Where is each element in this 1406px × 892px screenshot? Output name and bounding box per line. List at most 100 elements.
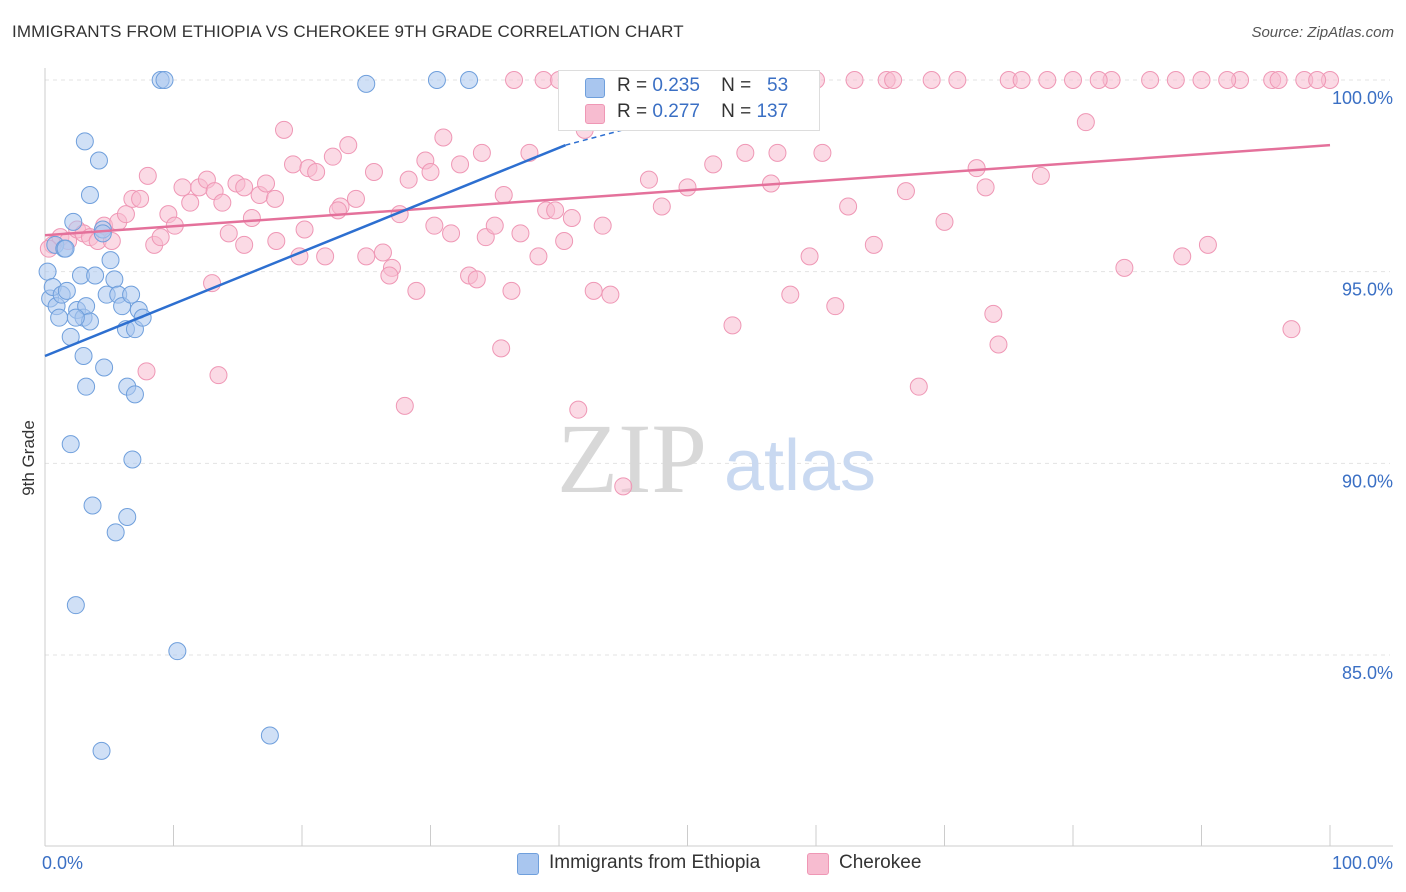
ethiopia-point bbox=[50, 308, 69, 327]
x-tick-label-min: 0.0% bbox=[42, 853, 83, 873]
cherokee-legend-icon bbox=[807, 853, 829, 875]
ethiopia-point bbox=[123, 450, 142, 469]
cherokee-point bbox=[502, 281, 521, 300]
chart-title: IMMIGRANTS FROM ETHIOPIA VS CHEROKEE 9TH… bbox=[12, 22, 684, 41]
cherokee-point bbox=[976, 178, 995, 197]
cherokee-point bbox=[967, 159, 986, 178]
cherokee-point bbox=[845, 71, 864, 89]
cherokee-point bbox=[768, 143, 787, 162]
cherokee-point bbox=[425, 216, 444, 235]
cherokee-point bbox=[399, 170, 418, 189]
trend-lines bbox=[44, 129, 1331, 358]
cherokee-point bbox=[373, 243, 392, 262]
cherokee-point bbox=[1012, 71, 1031, 89]
cherokee-point bbox=[562, 209, 581, 227]
cherokee-point bbox=[357, 247, 376, 266]
cherokee-point bbox=[116, 205, 135, 224]
cherokee-point bbox=[1076, 113, 1095, 132]
cherokee-point bbox=[505, 71, 524, 89]
ethiopia-point bbox=[56, 239, 75, 258]
cherokee-point bbox=[1166, 71, 1185, 89]
cherokee-point bbox=[1198, 235, 1217, 254]
cherokee-point bbox=[151, 228, 170, 247]
cherokee-point bbox=[922, 71, 941, 89]
y-tick-label: 90.0% bbox=[1342, 471, 1393, 491]
cherokee-point bbox=[346, 189, 365, 208]
axes: 0.0% 100.0% bbox=[42, 68, 1393, 873]
ethiopia-point bbox=[92, 741, 111, 760]
cherokee-point bbox=[948, 71, 967, 89]
cherokee-point bbox=[935, 212, 954, 231]
r-label: R = bbox=[617, 101, 648, 122]
r-value: 0.235 bbox=[652, 75, 700, 96]
watermark-atlas: atlas bbox=[724, 426, 876, 506]
cherokee-point bbox=[1115, 258, 1134, 277]
cherokee-point bbox=[242, 209, 261, 227]
r-value: 0.277 bbox=[652, 101, 700, 122]
cherokee-point bbox=[839, 197, 858, 216]
cherokee-point bbox=[813, 143, 832, 162]
cherokee-point bbox=[569, 400, 588, 419]
cherokee-point bbox=[534, 71, 553, 89]
ethiopia-point bbox=[122, 285, 141, 304]
ethiopia-point bbox=[86, 266, 105, 285]
cherokee-point bbox=[678, 178, 697, 197]
cherokee-point bbox=[1269, 71, 1288, 89]
cherokee-point bbox=[546, 201, 565, 220]
ethiopia-point bbox=[57, 281, 76, 300]
ethiopia-point bbox=[95, 358, 114, 377]
ethiopia-legend-icon bbox=[517, 853, 539, 875]
ethiopia-point bbox=[105, 270, 124, 289]
ethiopia-point bbox=[118, 508, 137, 526]
r-label: R = bbox=[617, 75, 648, 96]
ethiopia-trend-line bbox=[44, 144, 566, 358]
cherokee-point bbox=[1141, 71, 1160, 89]
cherokee-point bbox=[316, 247, 335, 266]
cherokee-point bbox=[1282, 320, 1301, 339]
cherokee-point bbox=[442, 224, 461, 243]
y-axis-title: 9th Grade bbox=[19, 420, 38, 496]
y-tick-label: 95.0% bbox=[1342, 280, 1393, 300]
y-tick-label: 100.0% bbox=[1332, 88, 1393, 108]
cherokee-point bbox=[492, 339, 511, 358]
cherokee-point bbox=[989, 335, 1008, 354]
legend-cherokee-text: R = 0.277 N = 137 bbox=[617, 101, 788, 123]
grid-lines: 100.0% 95.0% 90.0% 85.0% bbox=[45, 79, 1393, 683]
cherokee-point bbox=[421, 163, 440, 181]
cherokee-point bbox=[1089, 71, 1108, 89]
ethiopia-point bbox=[427, 71, 446, 89]
correlation-legend: R = 0.235 N = 53 R = 0.277 N = 137 bbox=[558, 70, 820, 131]
ethiopia-point bbox=[101, 251, 120, 270]
ethiopia-point bbox=[168, 642, 187, 661]
ethiopia-point bbox=[106, 523, 125, 542]
ethiopia-point bbox=[125, 385, 144, 404]
ethiopia-point bbox=[83, 496, 102, 515]
ethiopia-swatch-icon bbox=[585, 78, 605, 98]
cherokee-point bbox=[584, 281, 603, 300]
cherokee-point bbox=[494, 186, 513, 204]
cherokee-point bbox=[555, 232, 574, 250]
ethiopia-point bbox=[66, 308, 85, 327]
cherokee-point bbox=[1192, 71, 1211, 89]
cherokee-point bbox=[601, 285, 620, 304]
cherokee-point bbox=[704, 155, 723, 174]
cherokee-point bbox=[181, 193, 200, 212]
ethiopia-point bbox=[64, 212, 83, 231]
cherokee-point bbox=[407, 281, 426, 300]
ethiopia-point bbox=[61, 435, 80, 454]
cherokee-point bbox=[138, 166, 157, 185]
cherokee-point bbox=[395, 396, 414, 415]
cherokee-point bbox=[529, 247, 548, 266]
cherokee-point bbox=[826, 297, 845, 316]
cherokee-point bbox=[1173, 247, 1192, 266]
cherokee-point bbox=[257, 174, 276, 193]
cherokee-point bbox=[339, 136, 358, 155]
cherokee-point bbox=[884, 71, 903, 89]
cherokee-point bbox=[219, 224, 238, 243]
cherokee-point bbox=[235, 235, 254, 254]
watermark-zip: ZIP bbox=[557, 403, 707, 514]
source-credit: Source: ZipAtlas.com bbox=[1251, 24, 1394, 41]
watermark: ZIP atlas bbox=[557, 403, 876, 514]
legend-ethiopia-text: R = 0.235 N = 53 bbox=[617, 75, 788, 97]
cherokee-point bbox=[511, 224, 530, 243]
